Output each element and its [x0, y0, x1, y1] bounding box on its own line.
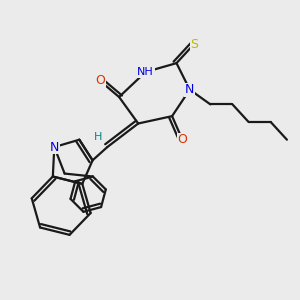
Text: O: O	[95, 74, 105, 87]
Text: S: S	[190, 38, 198, 50]
Text: H: H	[94, 132, 103, 142]
Text: O: O	[178, 133, 187, 146]
Text: N: N	[185, 83, 194, 96]
Text: N: N	[50, 141, 59, 154]
Text: NH: NH	[137, 67, 154, 77]
